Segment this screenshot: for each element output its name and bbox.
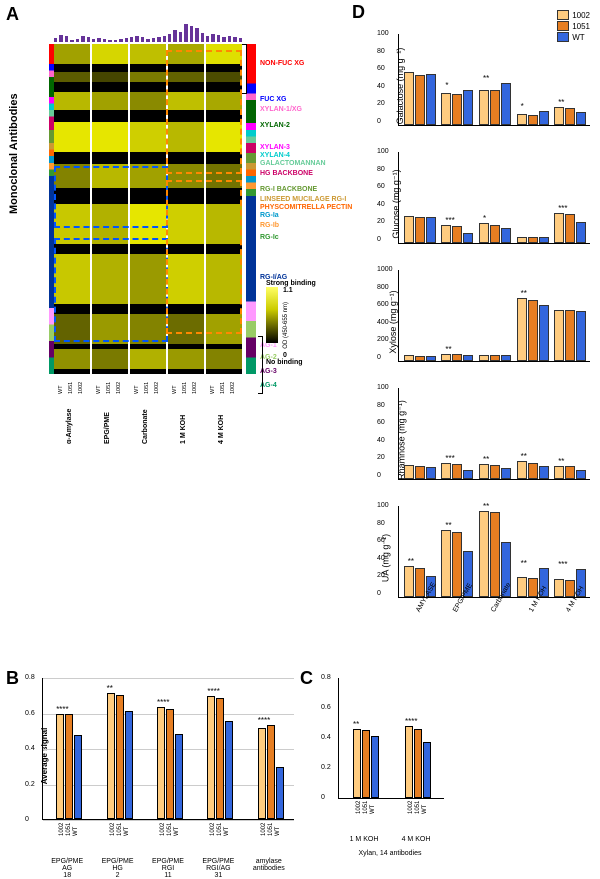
binding-none-val: 0 xyxy=(283,352,287,359)
binding-od-label: OD (450-655 nm) xyxy=(283,302,290,349)
bracket-top xyxy=(242,44,247,94)
dash-box-blue-1 xyxy=(54,166,168,228)
binding-scale: Strong binding 1.1 OD (450-655 nm) 0 No … xyxy=(266,280,316,366)
panel-d: 1002 1051 WT Galactose (mg g⁻¹)020406080… xyxy=(362,10,594,640)
panel-c-chart: 00.20.40.60.8****** 10021051WT1 M KOH100… xyxy=(316,676,446,836)
panel-a: A Monoclonal Antibodies NON-FUC XGFUC XG… xyxy=(6,4,356,434)
panel-c-label: C xyxy=(300,668,313,689)
binding-gradient xyxy=(266,287,278,343)
dash-box-blue-2 xyxy=(54,238,168,342)
heatmap-legend-strip xyxy=(246,44,256,374)
binding-none-label: No binding xyxy=(266,359,316,366)
panel-b-chart: Average signal 00.20.40.60.8************… xyxy=(20,676,296,836)
binding-strong-label: Strong binding xyxy=(266,280,316,287)
panel-b-label: B xyxy=(6,668,19,689)
dash-box-orange-2 xyxy=(166,180,242,334)
legend-1002: 1002 xyxy=(572,11,590,20)
panel-a-ylabel: Monoclonal Antibodies xyxy=(8,93,20,214)
bracket-bottom xyxy=(258,336,263,394)
panel-a-label: A xyxy=(6,4,19,25)
dash-box-orange-1 xyxy=(166,50,242,174)
binding-strong-val: 1.1 xyxy=(283,287,293,294)
panel-b-axes: 00.20.40.60.8****************** xyxy=(42,678,294,820)
panel-c-axes: 00.20.40.60.8****** xyxy=(338,678,444,799)
